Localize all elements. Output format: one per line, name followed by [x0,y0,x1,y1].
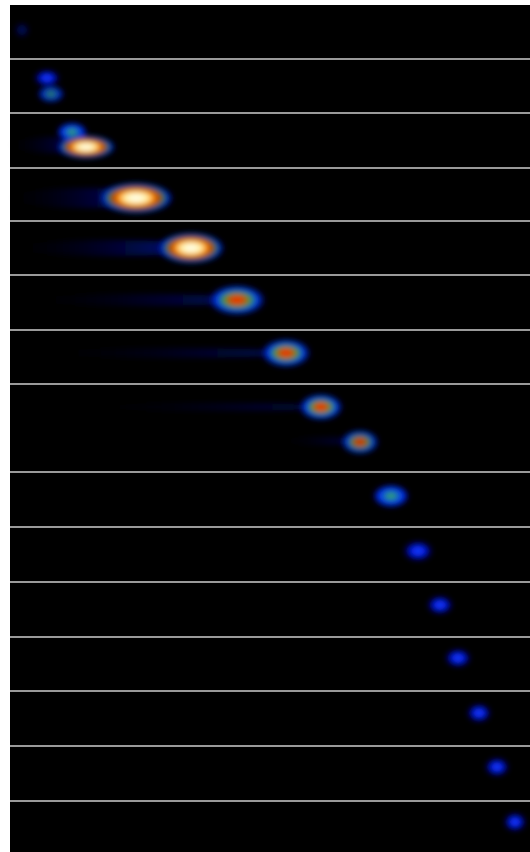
blob [56,135,116,159]
blob [33,69,61,87]
blob [14,22,30,38]
image [0,0,530,852]
blob [372,484,410,508]
blob [207,284,267,316]
blob [98,182,174,214]
blob [340,429,380,455]
blob [503,812,527,832]
blob [466,703,492,723]
tail [90,403,330,411]
blob [484,757,510,777]
blob [37,85,65,103]
blob [298,393,344,421]
blob [426,595,454,615]
background [10,5,530,852]
body [0,0,530,852]
blob [157,232,225,264]
blob [402,540,434,562]
blob [444,648,472,668]
tail [45,348,295,358]
blob [260,338,312,368]
page: Image {} html, body { margin: 0; padding… [0,0,530,852]
